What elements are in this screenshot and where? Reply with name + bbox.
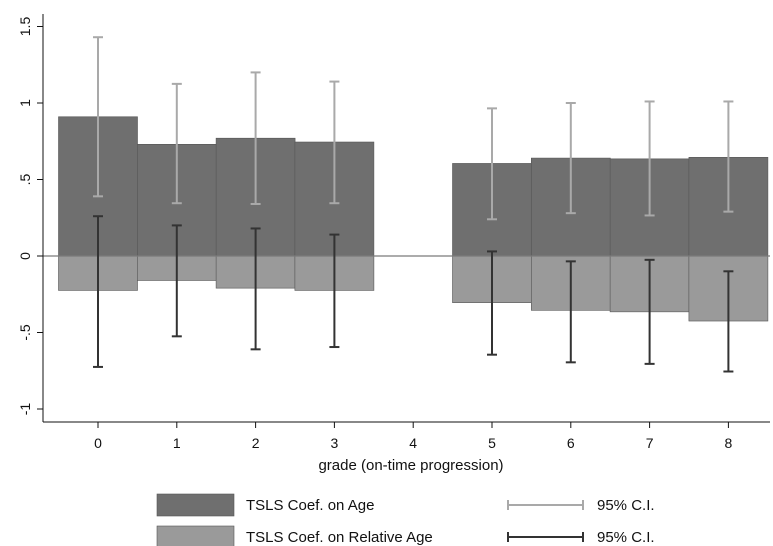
legend: TSLS Coef. on Age 95% C.I. TSLS Coef. on R… <box>157 494 655 546</box>
legend-label: TSLS Coef. on Age <box>246 497 374 514</box>
legend-label: TSLS Coef. on Relative Age <box>246 529 433 546</box>
x-tick-label: 7 <box>646 435 654 451</box>
bars-age <box>59 117 768 256</box>
x-tick-label: 0 <box>94 435 102 451</box>
x-ticks: 0 1 2 3 4 5 6 7 8 <box>94 422 732 451</box>
y-tick-label: 1.5 <box>17 17 33 37</box>
x-axis-title: grade (on-time progression) <box>318 457 503 474</box>
legend-swatch <box>157 494 234 516</box>
plot-area <box>43 37 770 371</box>
y-tick-label: 1 <box>17 99 33 107</box>
y-tick-label: 0 <box>17 252 33 260</box>
legend-label: 95% C.I. <box>597 497 655 514</box>
x-tick-label: 4 <box>409 435 417 451</box>
x-tick-label: 8 <box>725 435 733 451</box>
x-tick-label: 5 <box>488 435 496 451</box>
legend-swatch <box>157 526 234 546</box>
x-tick-label: 1 <box>173 435 181 451</box>
x-tick-label: 2 <box>252 435 260 451</box>
x-tick-label: 6 <box>567 435 575 451</box>
bars-relative-age <box>59 256 768 321</box>
y-tick-label: -1 <box>17 403 33 416</box>
y-axis: 1.51.50-.5-1 <box>17 14 43 422</box>
y-tick-label: .5 <box>17 173 33 185</box>
legend-label: 95% C.I. <box>597 529 655 546</box>
y-tick-label: -.5 <box>17 324 33 341</box>
x-axis: 0 1 2 3 4 5 6 7 8 grade (on-time progression) <box>43 422 770 474</box>
y-ticks: 1.51.50-.5-1 <box>17 17 43 416</box>
x-tick-label: 3 <box>331 435 339 451</box>
